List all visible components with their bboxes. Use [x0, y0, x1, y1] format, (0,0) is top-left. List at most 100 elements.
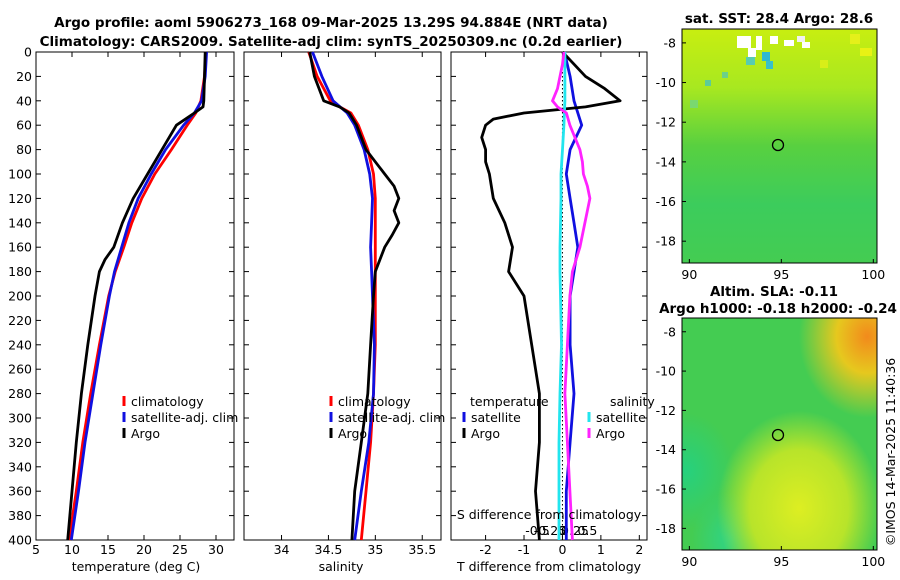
y-tick-label: -8 — [664, 324, 677, 339]
y-tick-label: -10 — [656, 75, 676, 90]
x-tick-label: 25 — [172, 542, 188, 557]
x-tick-label: 100 — [861, 554, 885, 569]
sst-pixel — [762, 52, 770, 61]
salinity-diff-axis-label: S difference from climatology — [457, 507, 642, 522]
y-tick-label: 160 — [8, 240, 32, 255]
y-tick-label: -12 — [656, 403, 676, 418]
legend-label-s-argo: Argo — [596, 426, 625, 441]
temperature-profile-panel: 0 20 40 60 80 100 120 140 160 180 200 220 240 260 280 3… — [8, 45, 235, 557]
x-tick-label: 34 — [274, 542, 290, 557]
sst-field — [682, 29, 877, 263]
series-line-argo — [308, 51, 401, 541]
x-tick-label: 95 — [773, 267, 789, 282]
y-tick-label: -10 — [656, 364, 676, 379]
x-tick-label: 35.5 — [408, 542, 436, 557]
y-tick-label: 300 — [8, 411, 32, 426]
sst-pixel — [850, 34, 860, 44]
sst-pixel — [766, 61, 773, 69]
y-tick-label: 260 — [8, 362, 32, 377]
y-tick-label: 320 — [8, 435, 32, 450]
y-tick-label: -16 — [656, 194, 676, 209]
difference-legend: temperature salinity satellite Argo sate… — [462, 394, 655, 441]
legend-label-argo: Argo — [338, 426, 367, 441]
y-tick-label: 0 — [24, 45, 32, 60]
sst-map — [681, 28, 878, 264]
y-tick-label: -16 — [656, 482, 676, 497]
sla-map-title: Altim. SLA: -0.11 — [710, 284, 838, 300]
sst-pixel — [737, 36, 751, 48]
sst-pixel — [748, 48, 756, 57]
sst-pixel — [820, 60, 828, 68]
legend-title-salinity: salinity — [610, 394, 655, 409]
s-tick-label: 0 — [558, 523, 566, 538]
y-tick-label: -8 — [664, 35, 677, 50]
series-line-s-argo — [551, 51, 592, 541]
y-tick-label: 340 — [8, 459, 32, 474]
x-tick-label: 90 — [681, 554, 697, 569]
sst-pixel — [756, 36, 762, 50]
sst-pixel — [770, 36, 778, 44]
sst-pixel — [860, 48, 872, 56]
sst-pixel — [802, 42, 810, 48]
x-tick-label: -2 — [479, 542, 491, 557]
sst-pixel-blocks — [690, 34, 872, 108]
sst-pixel — [797, 36, 805, 42]
y-tick-label: 380 — [8, 508, 32, 523]
sst-pixel — [722, 72, 728, 78]
y-tick-label: -14 — [656, 154, 676, 169]
sst-pixel — [784, 40, 794, 46]
legend-label-satellite: satellite-adj. clim — [338, 410, 445, 425]
sst-map-title: sat. SST: 28.4 Argo: 28.6 — [685, 11, 873, 27]
y-tick-label: -14 — [656, 442, 676, 457]
x-tick-label: 30 — [208, 542, 224, 557]
sst-pixel — [746, 57, 755, 65]
y-tick-label: 280 — [8, 386, 32, 401]
legend-label-climatology: climatology — [131, 394, 204, 409]
x-tick-label: 10 — [64, 542, 80, 557]
sla-high-anomaly-northeast — [682, 318, 877, 550]
legend-label-satellite: satellite-adj. clim — [131, 410, 238, 425]
series-line-satellite-adj-clim — [69, 51, 208, 541]
sst-map-frame — [681, 28, 878, 264]
legend-label-argo: Argo — [131, 426, 160, 441]
y-tick-label: 20 — [16, 69, 32, 84]
legend-label-climatology: climatology — [338, 394, 411, 409]
x-tick-label: 15 — [100, 542, 116, 557]
series-line-t-argo — [480, 51, 622, 541]
y-tick-label: 220 — [8, 313, 32, 328]
y-tick-label: 360 — [8, 484, 32, 499]
y-tick-label: -12 — [656, 115, 676, 130]
sla-map-axes: 90 95 100 -8 -10 -12 -14 -16 -18 — [656, 324, 886, 569]
sla-map-subtitle: Argo h1000: -0.18 h2000: -0.24 — [659, 301, 897, 317]
salinity-legend: climatology satellite-adj. clim Argo — [329, 394, 445, 441]
legend-label-t-argo: Argo — [471, 426, 500, 441]
x-tick-label: 0 — [558, 542, 566, 557]
y-tick-label: 40 — [16, 93, 32, 108]
y-tick-label: 80 — [16, 142, 32, 157]
y-tick-label: -18 — [656, 234, 676, 249]
y-tick-label: 60 — [16, 118, 32, 133]
plot-area — [35, 51, 235, 541]
x-tick-label: 34.5 — [315, 542, 343, 557]
y-tick-label: 140 — [8, 215, 32, 230]
s-tick-label: 0.25 — [561, 523, 589, 538]
sst-pixel — [690, 100, 698, 108]
x-tick-label: 100 — [861, 267, 885, 282]
y-tick-label: 180 — [8, 264, 32, 279]
sst-map-axes: 90 95 100 -8 -10 -12 -14 -16 -18 — [656, 35, 886, 282]
figure-title-line2: Climatology: CARS2009. Satellite-adj cli… — [40, 34, 623, 50]
sst-pixel — [705, 80, 711, 86]
y-tick-label: 100 — [8, 167, 32, 182]
y-tick-label: 240 — [8, 337, 32, 352]
series-line-argo — [66, 51, 207, 541]
difference-x-label: T difference from climatology — [456, 559, 642, 574]
legend-title-temperature: temperature — [470, 394, 549, 409]
x-tick-label: 5 — [32, 542, 40, 557]
x-tick-label: 1 — [597, 542, 605, 557]
argo-position-marker — [771, 138, 785, 152]
legend-label-s-satellite: satellite — [596, 410, 646, 425]
x-tick-label: 20 — [136, 542, 152, 557]
series-line-t-satellite — [563, 51, 584, 540]
